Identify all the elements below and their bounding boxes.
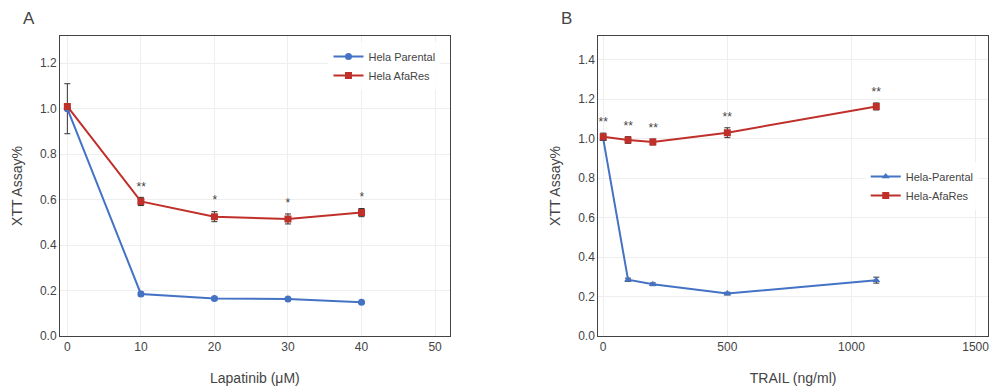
svg-text:**: **	[722, 110, 732, 124]
svg-text:1.2: 1.2	[40, 56, 57, 70]
svg-text:B: B	[561, 9, 572, 28]
svg-text:1.0: 1.0	[40, 102, 57, 116]
svg-text:*: *	[212, 193, 217, 207]
svg-text:XTT Assay%: XTT Assay%	[9, 146, 25, 226]
svg-text:*: *	[359, 190, 364, 204]
svg-text:0: 0	[64, 340, 71, 354]
svg-text:0.4: 0.4	[578, 250, 595, 264]
svg-text:0.6: 0.6	[578, 211, 595, 225]
svg-text:0.0: 0.0	[578, 329, 595, 343]
svg-text:0.6: 0.6	[40, 193, 57, 207]
svg-text:Lapatinib (μM): Lapatinib (μM)	[210, 370, 300, 386]
svg-text:*: *	[285, 196, 290, 210]
svg-text:0.0: 0.0	[40, 329, 57, 343]
svg-text:0.2: 0.2	[40, 284, 57, 298]
svg-text:1.2: 1.2	[578, 92, 595, 106]
svg-text:TRAIL (ng/ml): TRAIL (ng/ml)	[750, 370, 837, 386]
svg-text:Hela-Parental: Hela-Parental	[906, 171, 973, 183]
svg-text:**: **	[648, 121, 658, 135]
svg-text:30: 30	[281, 340, 295, 354]
svg-text:0: 0	[600, 340, 607, 354]
svg-text:1.4: 1.4	[578, 53, 595, 67]
svg-text:1.0: 1.0	[578, 132, 595, 146]
svg-text:A: A	[23, 9, 35, 28]
svg-text:500: 500	[717, 340, 737, 354]
svg-text:0.8: 0.8	[40, 147, 57, 161]
svg-text:40: 40	[355, 340, 369, 354]
svg-text:Hela-AfaRes: Hela-AfaRes	[906, 190, 969, 202]
svg-text:**: **	[623, 119, 633, 133]
svg-text:XTT Assay%: XTT Assay%	[547, 146, 563, 226]
svg-text:**: **	[136, 180, 146, 194]
svg-text:0.2: 0.2	[578, 290, 595, 304]
svg-text:Hela AfaRes: Hela AfaRes	[368, 70, 430, 82]
svg-text:50: 50	[428, 340, 442, 354]
svg-text:0.4: 0.4	[40, 238, 57, 252]
svg-text:10: 10	[134, 340, 148, 354]
svg-text:**: **	[598, 115, 608, 129]
svg-text:0.8: 0.8	[578, 171, 595, 185]
svg-text:1000: 1000	[838, 340, 865, 354]
svg-text:Hela Parental: Hela Parental	[368, 51, 435, 63]
svg-text:20: 20	[208, 340, 222, 354]
svg-text:**: **	[871, 85, 881, 99]
svg-text:1500: 1500	[962, 340, 989, 354]
